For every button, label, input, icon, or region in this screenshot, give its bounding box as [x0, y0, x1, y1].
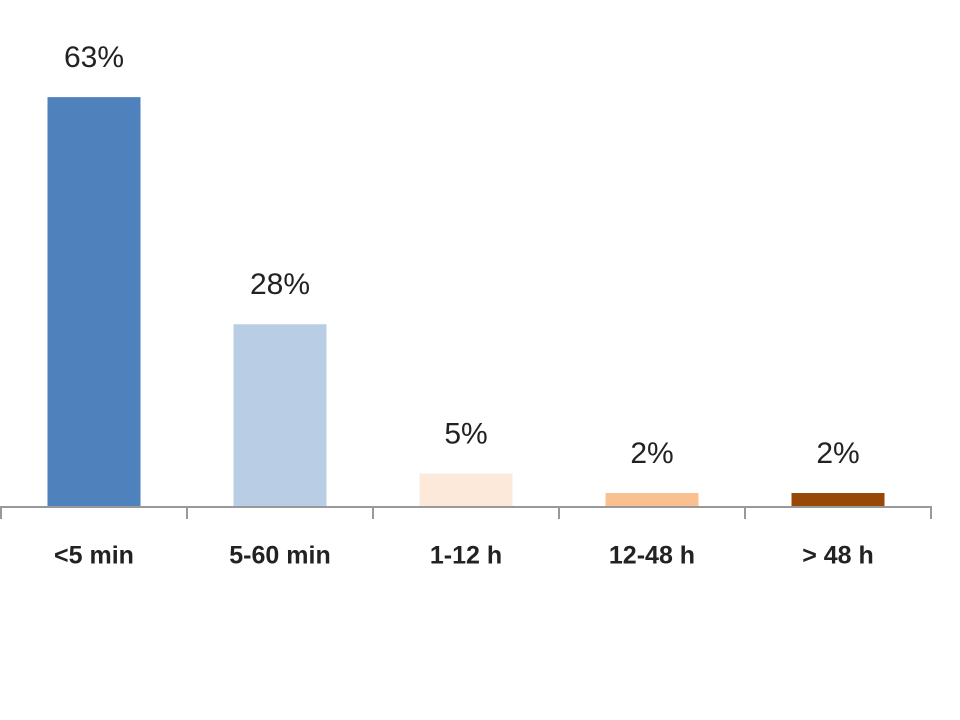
bar — [791, 493, 885, 506]
value-label: 63% — [64, 41, 124, 74]
x-tick-label: 5-60 min — [229, 542, 330, 570]
value-label: 5% — [444, 417, 487, 450]
value-label: 28% — [250, 268, 310, 301]
x-tick-label: 1-12 h — [430, 542, 502, 570]
x-tick-label: > 48 h — [802, 542, 874, 570]
value-label: 2% — [630, 437, 673, 470]
x-tick-label: <5 min — [54, 542, 134, 570]
bar — [605, 493, 699, 506]
value-label: 2% — [816, 437, 859, 470]
x-tick-label: 12-48 h — [609, 542, 695, 570]
bar — [233, 324, 327, 506]
bar — [419, 473, 513, 506]
bar — [47, 97, 141, 506]
